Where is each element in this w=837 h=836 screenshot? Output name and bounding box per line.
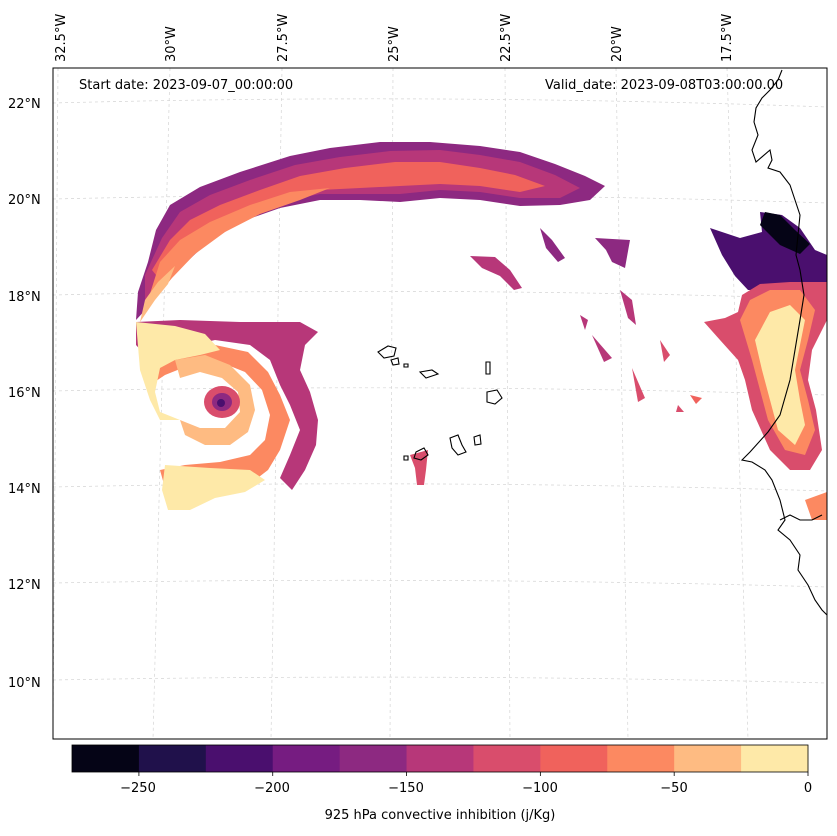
cin-blob-6	[592, 335, 612, 362]
valid-date-label: Valid_date: 2023-09-08T03:00:00.00	[545, 78, 784, 93]
cin-blob-10	[690, 395, 702, 404]
colorbar-tick-label-0: 0	[803, 781, 813, 796]
colorbar-tick-label--100: −100	[522, 781, 558, 796]
cin-storm-band	[175, 355, 255, 445]
colorbar-tick-label--50: −50	[660, 781, 688, 796]
start-date-label: Start date: 2023-09-07_00:00:00	[79, 78, 294, 93]
colorbar-title: 925 hPa convective inhibition (j/Kg)	[324, 808, 556, 823]
colorbar-segment	[72, 745, 140, 772]
island-maio	[473, 434, 482, 446]
cin-blob-7	[660, 340, 670, 362]
cin-blob-3	[595, 238, 630, 268]
island-sal	[485, 361, 491, 375]
lat-label-10n: 10°N	[8, 676, 41, 691]
cin-blob-2	[540, 228, 565, 262]
cin-coast-dark	[710, 212, 827, 290]
cin-storm-outer	[136, 320, 318, 490]
colorbar-tick-label--150: −150	[388, 781, 424, 796]
colorbar-segment	[272, 745, 341, 772]
lat-label-12n: 12°N	[8, 578, 41, 593]
colorbar-segment	[406, 745, 474, 772]
colorbar-segment	[674, 745, 742, 772]
colorbar-segment	[205, 745, 274, 772]
cin-field	[136, 142, 827, 520]
coastline-detail	[779, 514, 823, 521]
cin-storm-core	[136, 322, 220, 420]
colorbar-tick-label--200: −200	[254, 781, 290, 796]
colorbar-tick-label--250: −250	[120, 781, 156, 796]
colorbar-segment	[741, 745, 809, 772]
cin-arc-pale	[140, 266, 175, 322]
lat-label-20n: 20°N	[8, 193, 41, 208]
island-santo-antao	[377, 345, 397, 359]
cin-blob-9	[676, 405, 684, 412]
cin-blob-4	[620, 290, 636, 325]
lat-label-18n: 18°N	[8, 290, 41, 305]
coastline-africa	[740, 69, 827, 616]
colorbar-segment	[138, 745, 207, 772]
cin-arc-mid	[145, 150, 580, 300]
cin-blob-5	[580, 315, 588, 330]
cin-storm-ring	[150, 345, 290, 492]
cin-coast-pale	[755, 305, 805, 445]
island-santiago	[449, 434, 467, 456]
island-brava	[403, 455, 409, 461]
colorbar-segment	[339, 745, 408, 772]
map-frame	[52, 67, 828, 740]
island-sao-vicente	[390, 357, 400, 366]
cin-arc-light	[148, 188, 330, 300]
colorbar-segment	[473, 745, 541, 772]
cin-storm-eye	[217, 399, 225, 407]
cin-blob-8	[632, 368, 645, 402]
island-santa-luzia	[403, 363, 409, 368]
cin-coast-south	[805, 492, 827, 520]
island-fogo	[413, 447, 429, 461]
colorbar-segment	[607, 745, 675, 772]
island-boa-vista	[486, 389, 503, 405]
cin-blob-1	[470, 256, 522, 290]
coastlines	[377, 69, 827, 616]
island-sao-nicolau	[418, 369, 440, 379]
colorbar-frame	[71, 744, 809, 773]
colorbar-segment	[540, 745, 608, 772]
lat-label-14n: 14°N	[8, 482, 41, 497]
lat-label-22n: 22°N	[8, 97, 41, 112]
lat-label-16n: 16°N	[8, 386, 41, 401]
cin-storm-spiral-south	[162, 465, 265, 510]
cin-arc-inner	[152, 162, 545, 280]
